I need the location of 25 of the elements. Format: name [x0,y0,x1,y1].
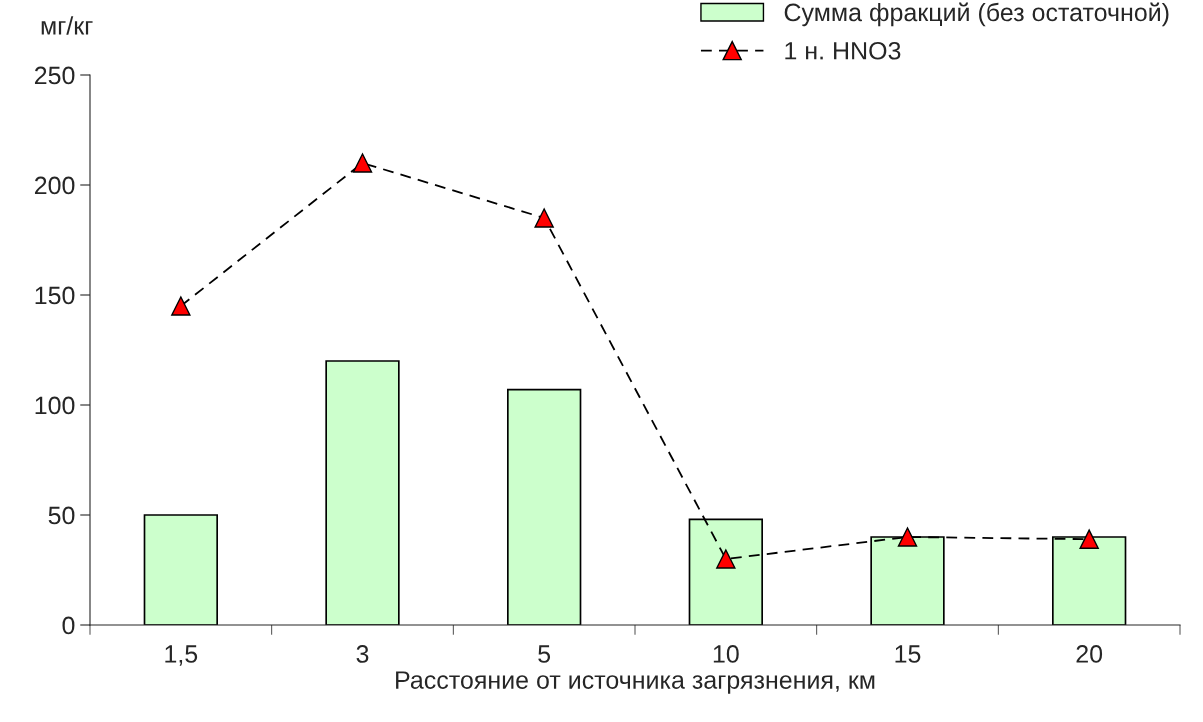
bar [143,514,219,625]
x-tick-label: 20 [1076,645,1103,663]
y-tick-label: 50 [48,506,75,525]
y-tick-label: 250 [34,66,75,85]
x-tick-label: 15 [895,645,921,663]
x-axis-title: Расстояние от источника загрязнения, км [396,671,875,694]
point [1079,529,1099,549]
y-tick-label: 150 [35,286,75,305]
y-tick-label: 100 [35,396,75,415]
x-tick-label: 10 [713,645,739,663]
point [352,153,373,173]
x-tick-label: 3 [356,645,369,663]
point [171,296,191,316]
point [716,549,736,569]
bar [325,360,400,625]
legend-label: Сумма фракций (без остаточной) [784,2,1169,27]
bar [506,388,582,625]
y-tick-label: 200 [34,176,75,195]
y-tick-label: 0 [62,616,75,635]
legend-label: 1 н. HNO3 [785,41,901,60]
point [897,527,918,547]
x-tick-label: 1,5 [165,645,198,666]
point [534,208,554,228]
y-axis-title: мг/кг [41,16,93,35]
x-tick-label: 5 [538,645,551,663]
